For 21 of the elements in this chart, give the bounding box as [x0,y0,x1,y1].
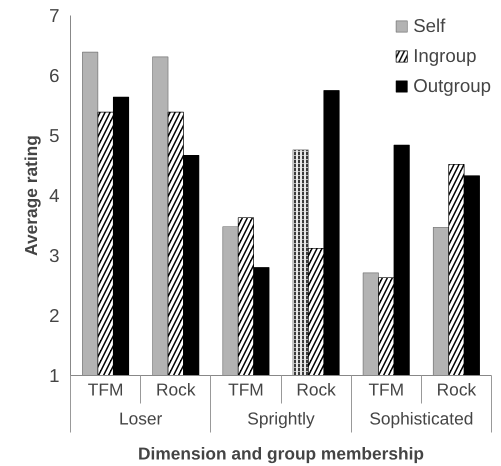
legend-label: Outgroup [413,75,491,97]
x-tick-label: TFM [88,380,124,400]
text: Sprightly [247,408,316,428]
x-tick-label: Rock [156,380,196,400]
x-tick-label: TFM [228,380,264,400]
x-tick-label: Rock [296,380,336,400]
x-axis-title: Dimension and group membership [138,444,424,464]
y-tick-label: 1 [49,365,60,386]
y-tick-label: 6 [49,65,60,86]
legend-label: Ingroup [413,45,476,67]
y-tick-label: 7 [49,5,60,26]
y-axis-title: Average rating [21,135,42,256]
text: Loser [118,408,163,428]
y-tick-label: 5 [49,125,60,146]
x-tick-label: TFM [368,380,404,400]
x-tick-label: Rock [436,380,476,400]
y-tick-label: 2 [49,305,60,326]
y-tick-label: 3 [49,245,60,266]
legend-label: Self [413,15,446,37]
text: Sophisticated [369,408,474,428]
y-tick-label: 4 [49,185,60,206]
